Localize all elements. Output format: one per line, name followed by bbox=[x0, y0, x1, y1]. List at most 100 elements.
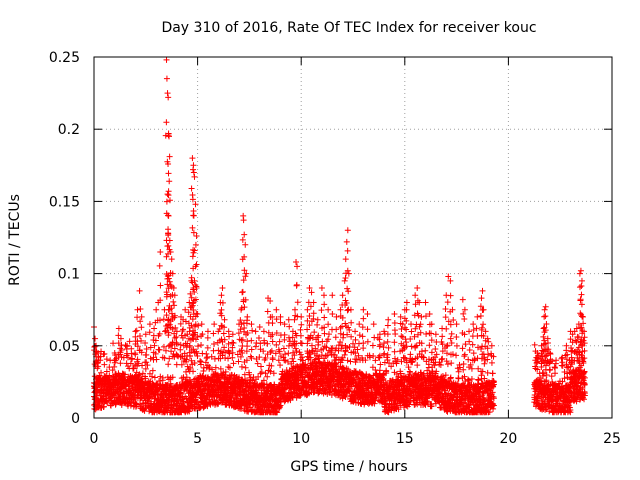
data-point bbox=[360, 345, 367, 352]
data-point bbox=[222, 368, 229, 375]
data-point bbox=[241, 304, 248, 311]
data-point bbox=[229, 354, 236, 361]
data-point bbox=[190, 212, 197, 219]
grid-lines bbox=[94, 57, 612, 418]
data-point bbox=[178, 391, 185, 398]
data-point bbox=[197, 405, 204, 412]
data-point bbox=[329, 292, 336, 299]
data-point bbox=[376, 367, 383, 374]
data-point bbox=[255, 334, 262, 341]
data-point bbox=[359, 333, 366, 340]
data-point bbox=[344, 247, 351, 254]
data-point bbox=[136, 287, 143, 294]
data-point bbox=[461, 351, 468, 358]
data-point bbox=[173, 361, 180, 368]
data-point bbox=[192, 241, 199, 248]
data-point bbox=[343, 238, 350, 245]
data-point bbox=[298, 313, 305, 320]
data-point bbox=[189, 192, 196, 199]
data-point bbox=[143, 345, 150, 352]
data-point bbox=[277, 362, 284, 369]
data-point bbox=[153, 306, 160, 313]
data-point bbox=[344, 285, 351, 292]
data-point bbox=[163, 56, 170, 63]
data-point bbox=[139, 370, 146, 377]
data-point bbox=[204, 354, 211, 361]
data-point bbox=[360, 315, 367, 322]
data-point bbox=[190, 368, 197, 375]
data-point bbox=[258, 363, 265, 370]
data-point bbox=[297, 326, 304, 333]
data-point bbox=[310, 299, 317, 306]
data-point bbox=[133, 327, 140, 334]
data-points bbox=[91, 56, 588, 416]
data-point bbox=[163, 119, 170, 126]
data-point bbox=[191, 173, 198, 180]
data-point bbox=[356, 332, 363, 339]
data-point bbox=[293, 259, 300, 266]
data-point bbox=[163, 237, 170, 244]
data-point bbox=[243, 320, 250, 327]
data-point bbox=[190, 169, 197, 176]
data-point bbox=[225, 355, 232, 362]
data-point bbox=[163, 198, 170, 205]
data-point bbox=[384, 338, 391, 345]
data-point bbox=[126, 338, 133, 345]
data-point bbox=[229, 344, 236, 351]
data-point bbox=[198, 342, 205, 349]
data-point bbox=[190, 166, 197, 173]
data-point bbox=[183, 374, 190, 381]
data-point bbox=[333, 326, 340, 333]
data-point bbox=[239, 288, 246, 295]
data-point bbox=[121, 400, 128, 407]
data-point bbox=[168, 256, 175, 263]
data-point bbox=[240, 217, 247, 224]
data-point bbox=[356, 321, 363, 328]
data-point bbox=[460, 360, 467, 367]
data-point bbox=[115, 325, 122, 332]
data-point bbox=[237, 317, 244, 324]
data-point bbox=[314, 321, 321, 328]
data-point bbox=[298, 321, 305, 328]
data-point bbox=[241, 231, 248, 238]
data-point bbox=[129, 355, 136, 362]
data-point bbox=[122, 371, 129, 378]
data-point bbox=[264, 308, 271, 315]
data-point bbox=[333, 313, 340, 320]
data-point bbox=[277, 319, 284, 326]
data-point bbox=[489, 370, 496, 377]
data-point bbox=[136, 333, 143, 340]
data-point bbox=[149, 367, 156, 374]
data-point bbox=[163, 253, 170, 260]
data-point bbox=[315, 341, 322, 348]
data-point bbox=[193, 233, 200, 240]
data-point bbox=[384, 322, 391, 329]
data-point bbox=[200, 364, 207, 371]
data-point bbox=[165, 306, 172, 313]
data-point bbox=[344, 307, 351, 314]
data-point bbox=[166, 197, 173, 204]
data-point bbox=[329, 311, 336, 318]
data-point bbox=[198, 321, 205, 328]
data-point bbox=[352, 328, 359, 335]
data-point bbox=[169, 374, 176, 381]
data-point bbox=[291, 316, 298, 323]
data-point bbox=[254, 360, 261, 367]
data-point bbox=[190, 229, 197, 236]
data-point bbox=[103, 368, 110, 375]
data-point bbox=[142, 365, 149, 372]
data-point bbox=[238, 363, 245, 370]
data-point bbox=[111, 363, 118, 370]
data-point bbox=[234, 351, 241, 358]
data-point bbox=[110, 340, 117, 347]
data-point bbox=[221, 344, 228, 351]
data-point bbox=[138, 313, 145, 320]
data-point bbox=[92, 335, 99, 342]
data-point bbox=[165, 94, 172, 101]
data-point bbox=[188, 274, 195, 281]
data-point bbox=[203, 355, 210, 362]
data-point bbox=[552, 370, 559, 377]
data-point bbox=[475, 365, 482, 372]
data-point bbox=[321, 330, 328, 337]
